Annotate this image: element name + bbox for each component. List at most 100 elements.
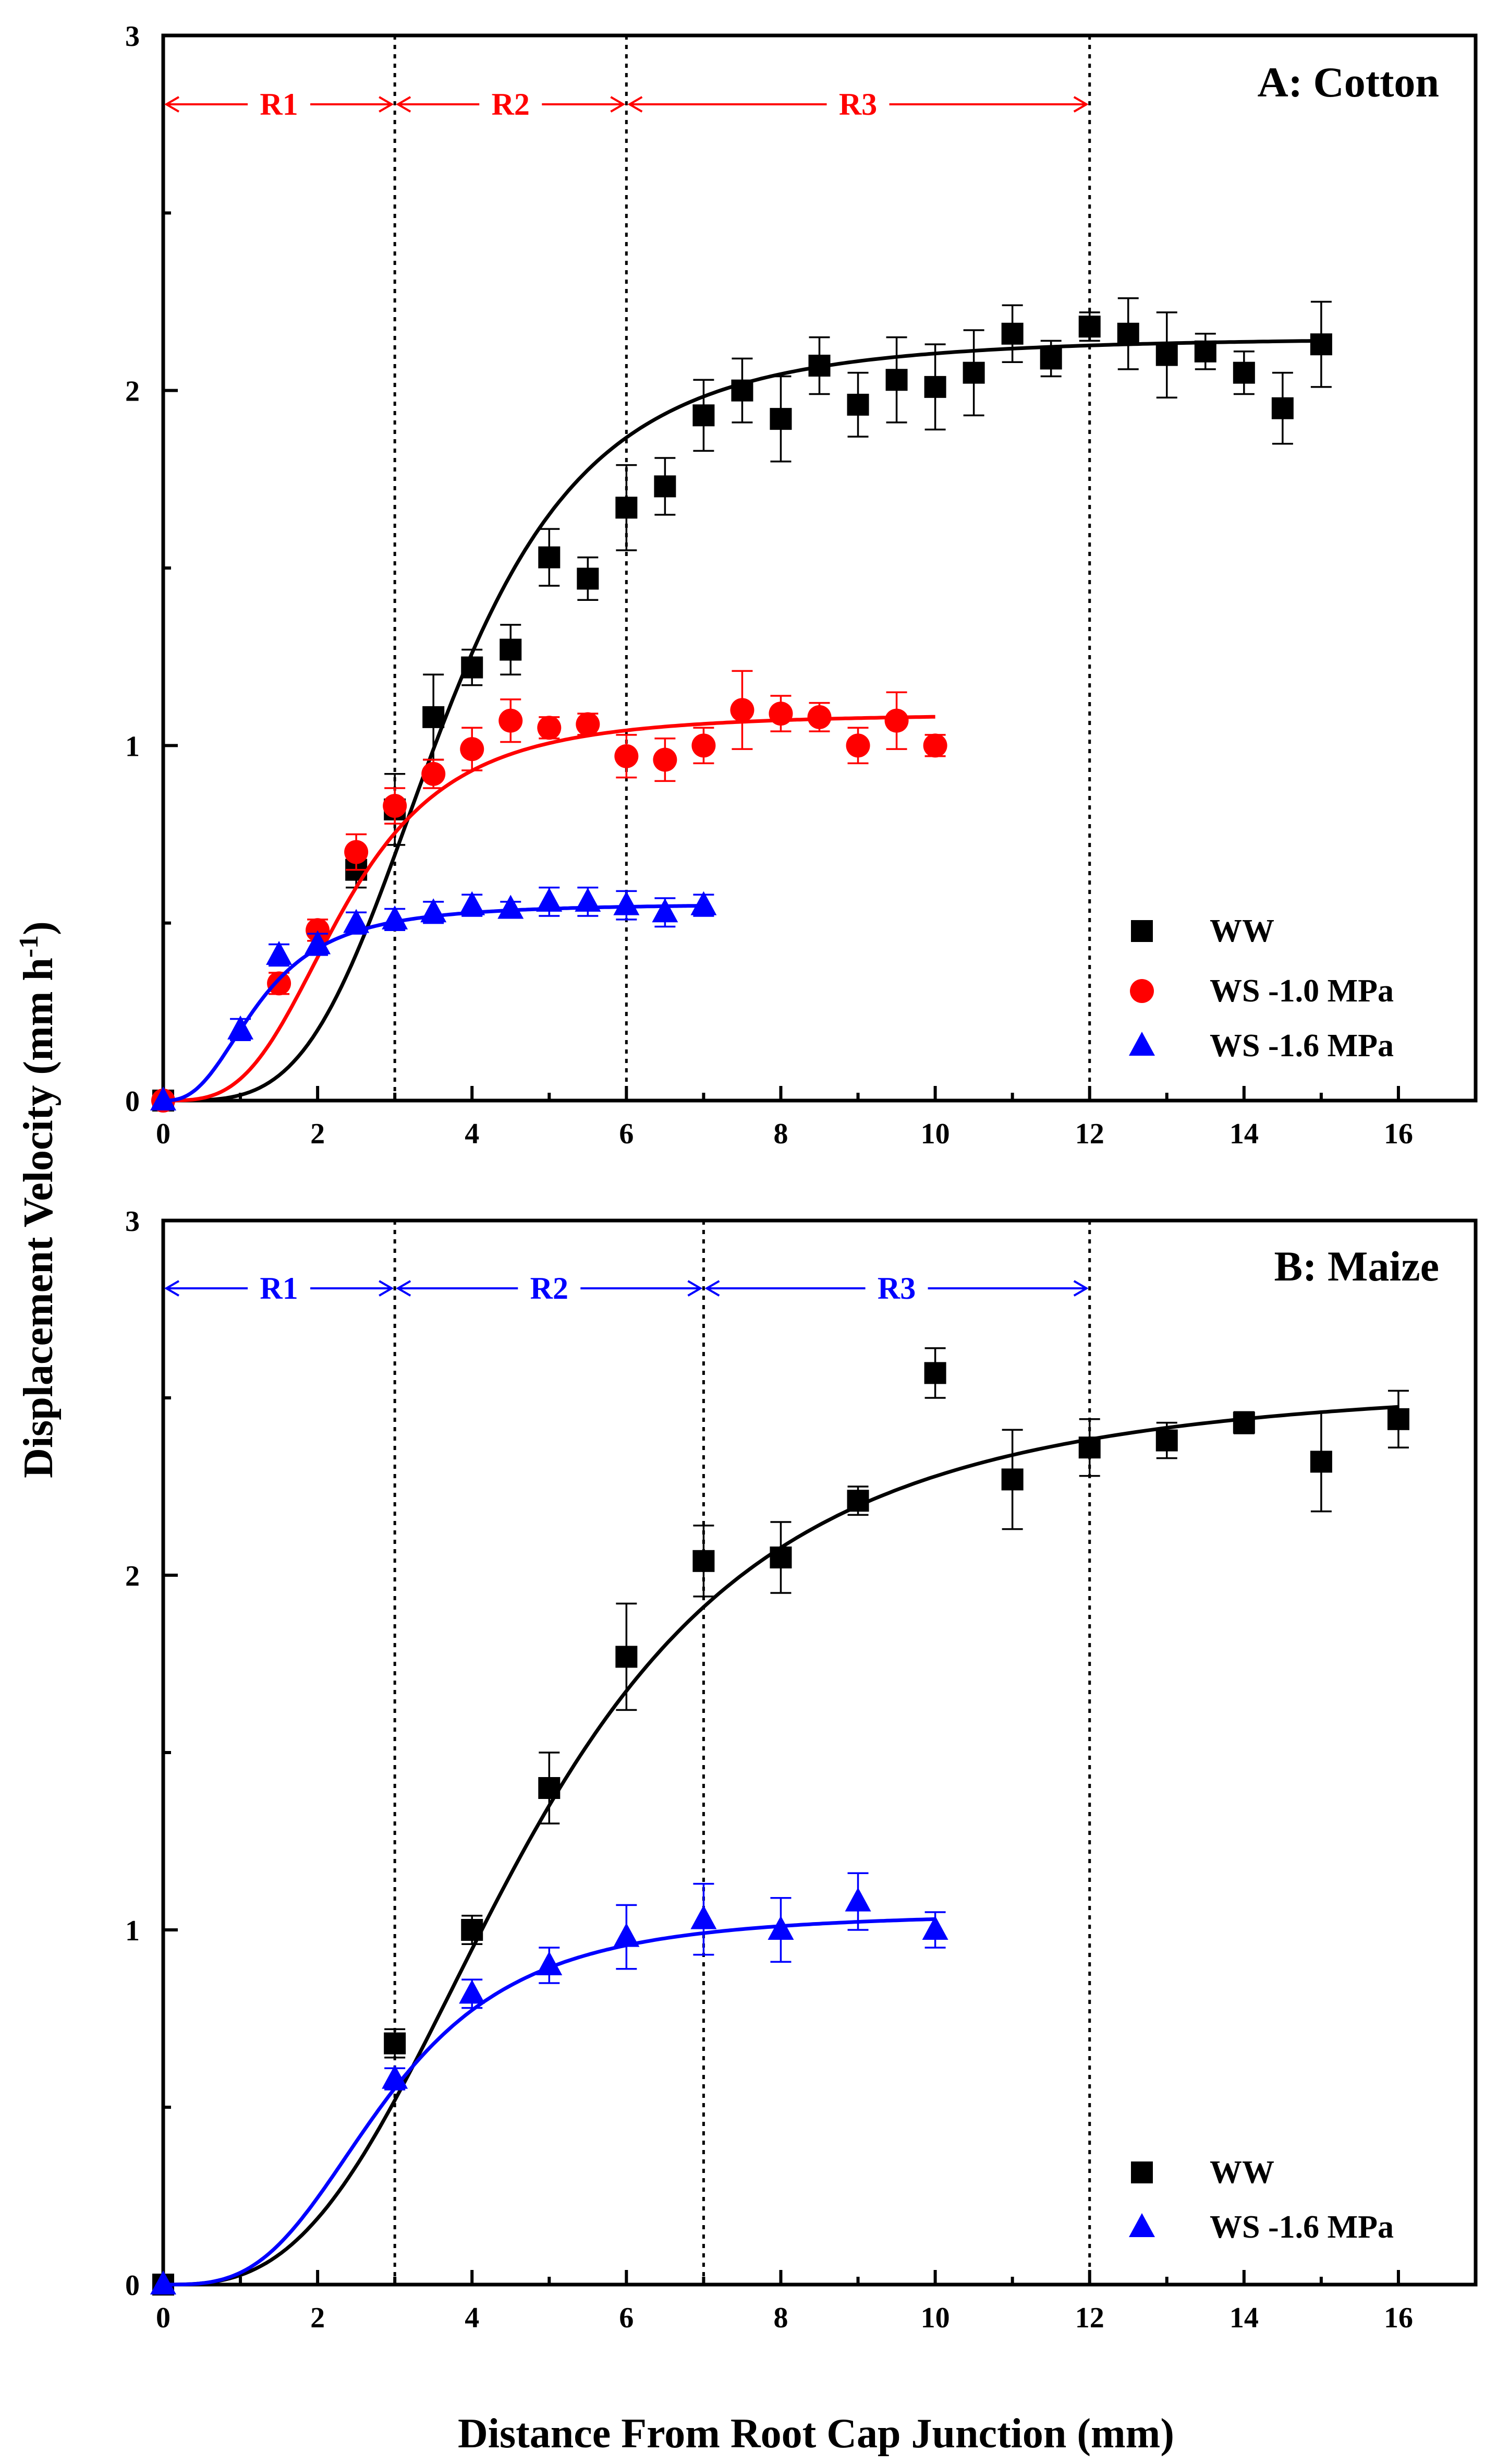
x-tick-label: 2: [310, 1118, 325, 1150]
series-ww: [152, 297, 1332, 1112]
region-label: R3: [839, 87, 877, 122]
data-point: [420, 898, 447, 923]
data-point: [807, 705, 832, 729]
arrowhead-right: [379, 96, 394, 113]
x-tick-label: 16: [1384, 2302, 1413, 2334]
region-r1-indicator: R1: [164, 1271, 394, 1306]
data-point: [538, 1777, 561, 1799]
data-point: [459, 891, 485, 915]
data-point: [846, 733, 870, 758]
data-point: [692, 1550, 715, 1572]
x-tick-label: 4: [465, 2302, 479, 2334]
data-point: [1233, 361, 1255, 384]
y-tick-label: 1: [125, 1915, 140, 1947]
x-tick-label: 14: [1230, 2302, 1259, 2334]
data-point: [690, 891, 717, 915]
data-point: [1310, 1451, 1332, 1473]
y-axis-title: Displacement Velocity (mm h-1): [14, 921, 62, 1478]
data-point: [150, 2270, 176, 2294]
data-point: [461, 1919, 483, 1941]
data-point: [1078, 316, 1101, 338]
arrowhead-left: [704, 1280, 720, 1297]
data-point: [422, 706, 445, 728]
data-point: [1155, 344, 1178, 366]
plot-frame: [161, 1218, 1478, 2287]
data-point: [306, 918, 330, 943]
data-point: [500, 638, 522, 661]
data-point: [150, 1086, 176, 1110]
x-tick-label: 6: [619, 1118, 634, 1150]
region-r3-indicator: R3: [627, 87, 1089, 122]
x-tick-label: 2: [310, 2302, 325, 2334]
data-point: [922, 1916, 948, 1940]
data-point: [615, 497, 638, 519]
data-point: [770, 1547, 792, 1568]
data-point: [1117, 322, 1139, 345]
data-point: [654, 475, 676, 498]
region-label: R1: [260, 87, 298, 122]
x-tick-label: 12: [1075, 2302, 1104, 2334]
x-tick-label: 8: [773, 2302, 788, 2334]
x-axis-title: Distance From Root Cap Junction (mm): [458, 2411, 1174, 2457]
data-point: [382, 905, 408, 929]
region-r2-indicator: R2: [396, 1271, 703, 1306]
arrowhead-left: [627, 96, 643, 113]
series-ww: [152, 1347, 1409, 2296]
arrowhead-right: [379, 1280, 394, 1297]
data-point: [537, 716, 562, 740]
data-point: [305, 930, 331, 955]
data-point: [1233, 1411, 1255, 1434]
region-label: R1: [260, 1271, 298, 1306]
data-point: [692, 404, 715, 427]
x-tick-label: 12: [1075, 1118, 1104, 1150]
legend-label: WW: [1210, 913, 1274, 949]
data-point: [690, 1905, 717, 1929]
data-point: [576, 712, 600, 736]
x-tick-label: 10: [921, 2302, 950, 2334]
data-point: [1078, 1436, 1101, 1459]
data-point: [923, 733, 947, 758]
data-point: [730, 698, 754, 722]
data-point: [1001, 322, 1024, 345]
data-point: [498, 708, 523, 733]
data-point: [615, 1646, 638, 1668]
series-ws-1-6-mpa: [150, 1872, 948, 2294]
legend: WW WS -1.0 MPa WS -1.6 MPa: [1129, 913, 1394, 1064]
x-tick-label: 0: [156, 2302, 171, 2334]
region-label: R2: [530, 1271, 568, 1306]
data-point: [384, 2032, 406, 2055]
x-tick-label: 0: [156, 1118, 171, 1150]
legend: WW WS -1.6 MPa: [1129, 2155, 1394, 2245]
arrowhead-right: [610, 96, 626, 113]
data-point: [885, 369, 908, 391]
region-label: R2: [492, 87, 530, 122]
data-point: [343, 909, 370, 933]
data-point: [421, 762, 446, 786]
y-tick-label: 2: [125, 1560, 140, 1592]
y-tick-label: 2: [125, 376, 140, 408]
legend-label: WS -1.6 MPa: [1210, 1028, 1394, 1064]
x-tick-label: 4: [465, 1118, 479, 1150]
data-point: [344, 840, 369, 864]
data-point: [227, 1015, 254, 1040]
arrowhead-left: [164, 96, 180, 113]
data-point: [536, 887, 563, 912]
data-point: [459, 1979, 485, 2004]
data-point: [267, 971, 291, 996]
panel-title: B: Maize: [1274, 1242, 1439, 1290]
data-point: [808, 355, 831, 377]
legend-label: WS -1.6 MPa: [1210, 2209, 1394, 2245]
fit-curve: [163, 715, 935, 1103]
x-tick-label: 16: [1384, 1118, 1413, 1150]
data-point: [845, 1887, 871, 1912]
fit-curve: [163, 904, 704, 1103]
arrowhead-right: [687, 1280, 703, 1297]
data-point: [577, 567, 599, 590]
arrowhead-right: [1073, 1280, 1089, 1297]
data-point: [652, 898, 678, 923]
legend-marker: [1131, 920, 1153, 942]
y-tick-label: 0: [125, 1085, 140, 1118]
data-point: [575, 887, 601, 912]
legend-marker: [1129, 2213, 1155, 2237]
